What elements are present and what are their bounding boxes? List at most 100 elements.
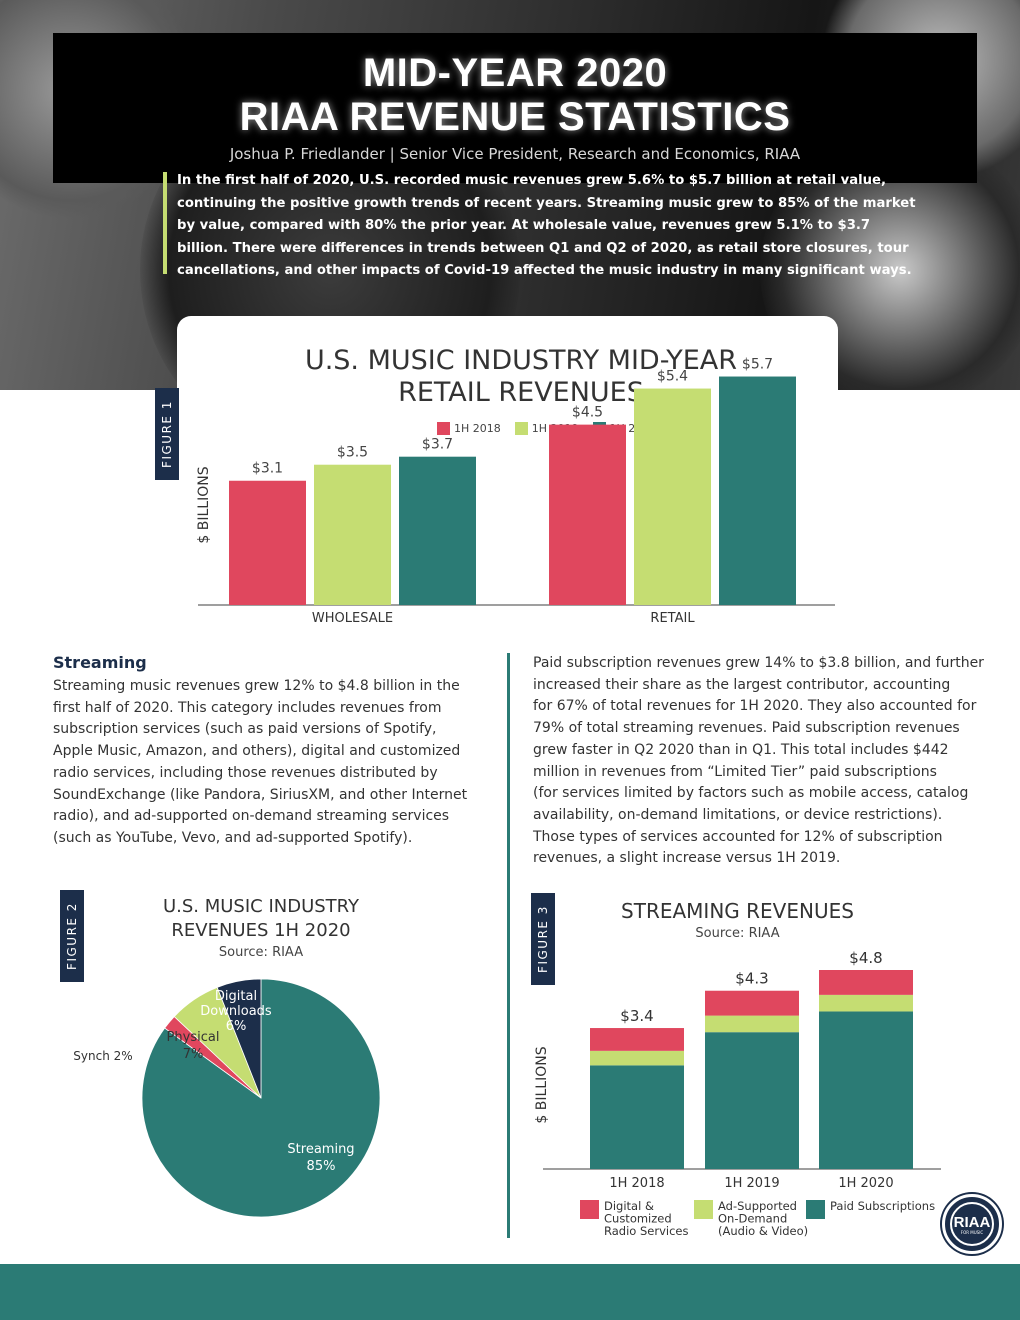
streaming-col2-line: (for services limited by factors such as… xyxy=(533,785,969,802)
figure2-source: Source: RIAA xyxy=(218,945,304,960)
streaming-col1-text: Streaming music revenues grew 12% to $4.… xyxy=(53,676,493,850)
figure1-category-label: RETAIL xyxy=(650,611,695,626)
figure1-bar-label: $5.4 xyxy=(657,369,688,385)
figure1-bar-label: $3.1 xyxy=(252,461,283,477)
figure3-legend-label: Ad-Supported xyxy=(718,1199,797,1213)
figure3-chart: $3.4 1H 2018 $4.3 1H 2019 $4.8 1H 2020 $ BILLI… xyxy=(534,949,941,1238)
streaming-col2-line: grew faster in Q2 2020 than in Q1. This … xyxy=(533,741,949,758)
figure2-label-streaming-pct: 85% xyxy=(307,1159,336,1174)
figure3-category-label: 1H 2020 xyxy=(838,1176,893,1191)
streaming-col2-line: availability, on-demand limitations, or … xyxy=(533,806,943,823)
figure2-label-streaming: Streaming xyxy=(287,1142,354,1157)
streaming-col2-line: for 67% of total revenues for 1H 2020. T… xyxy=(533,698,977,715)
figure3-total-label: $3.4 xyxy=(620,1007,653,1025)
page-title-line1: MID-YEAR 2020 xyxy=(362,51,668,95)
figure3-y-axis-label: $ BILLIONS xyxy=(534,1046,550,1123)
figure1-category-label: WHOLESALE xyxy=(312,611,393,626)
intro-accent-bar xyxy=(163,172,167,274)
streaming-col1-line: first half of 2020. This category includ… xyxy=(53,699,442,716)
streaming-col1-line: Streaming music revenues grew 12% to $4.… xyxy=(53,678,460,694)
figure1-bar xyxy=(549,424,626,605)
figure3-bar-segment xyxy=(590,1065,684,1169)
figure1-y-axis-label: $ BILLIONS xyxy=(196,466,212,543)
riaa-logo-tagline: FOR MUSIC xyxy=(960,1230,984,1235)
figure3-title: STREAMING REVENUES xyxy=(621,899,854,923)
figure2-label-physical: Physical xyxy=(167,1030,220,1045)
figure3-bar-segment xyxy=(819,994,913,1012)
figure2-title: U.S. MUSIC INDUSTRY REVENUES 1H 2020 xyxy=(120,895,402,943)
column-divider xyxy=(507,653,510,1238)
figure1-bar xyxy=(314,464,391,605)
legend-swatch-pink xyxy=(437,422,450,435)
figure2-chart: Streaming 85% Synch 2% Physical 7% DigitalDow… xyxy=(73,978,381,1218)
legend-label: 1H 2018 xyxy=(454,422,501,435)
figure3-bar-segment xyxy=(705,1032,799,1169)
figure3-tag: FIGURE 3 xyxy=(531,893,555,985)
figure1-tag: FIGURE 1 xyxy=(155,388,179,480)
streaming-col2-line: revenues, a slight increase versus 1H 20… xyxy=(533,850,841,867)
page-title-line2: RIAA REVENUE STATISTICS xyxy=(239,95,791,139)
figure3-bar-segment xyxy=(819,970,913,995)
streaming-heading: Streaming xyxy=(53,653,147,672)
streaming-col2-line: Paid subscription revenues grew 14% to $… xyxy=(533,655,984,671)
figure3-legend-label: Digital & xyxy=(604,1199,654,1213)
figure2-label-digital-1: Digital xyxy=(215,989,257,1004)
figure3-source: Source: RIAA xyxy=(695,926,780,941)
figure3-bar-segment xyxy=(590,1050,684,1066)
figure3-legend-label: Radio Services xyxy=(604,1224,688,1238)
streaming-col1-line: subscription services (such as paid vers… xyxy=(53,721,437,738)
figure3-bar-segment xyxy=(705,990,799,1016)
streaming-col2-line: Those types of services accounted for 12… xyxy=(533,828,943,845)
figure3-legend-label: On-Demand xyxy=(718,1212,787,1226)
figure2-slice xyxy=(216,978,262,1099)
figure2-label-digital-pct: 6% xyxy=(226,1019,247,1034)
streaming-col1-line: radio), and ad-supported on-demand strea… xyxy=(53,808,450,825)
figure3-legend-swatch xyxy=(580,1200,599,1219)
figure1-legend-item: 1H 2018 xyxy=(437,422,501,435)
streaming-col1-line: SoundExchange (like Pandora, SiriusXM, a… xyxy=(53,786,468,803)
streaming-col2-line: increased their share as the largest con… xyxy=(533,676,951,693)
figure2-label-digital-2: Downloads xyxy=(200,1004,272,1019)
riaa-logo: RIAA FOR MUSIC xyxy=(942,1194,1002,1254)
figure3-legend-label: Paid Subscriptions xyxy=(830,1199,935,1213)
figure1-bar xyxy=(719,376,796,605)
streaming-col2-line: million in revenues from “Limited Tier” … xyxy=(533,763,937,780)
figure3-category-label: 1H 2019 xyxy=(724,1176,779,1191)
figure1-bar xyxy=(634,388,711,605)
legend-swatch-green xyxy=(514,422,528,435)
figure2-label-synch: Synch 2% xyxy=(73,1049,132,1063)
figure1-bar-label: $3.5 xyxy=(337,445,368,461)
figure3-legend-label: Customized xyxy=(604,1212,672,1226)
author-byline: Joshua P. Friedlander | Senior Vice Pres… xyxy=(229,145,801,163)
figure3-bar-segment xyxy=(819,1011,913,1169)
figure1-bar xyxy=(229,480,306,605)
figure3-category-label: 1H 2018 xyxy=(609,1176,664,1191)
streaming-col1-line: radio services, including those revenues… xyxy=(53,764,438,781)
figure1-title: U.S. MUSIC INDUSTRY MID-YEAR RETAIL REVE… xyxy=(177,345,865,409)
figure2-title-line2: REVENUES 1H 2020 xyxy=(171,920,351,941)
streaming-col1-line: (such as YouTube, Vevo, and ad-supported… xyxy=(53,829,413,846)
riaa-logo-text: RIAA xyxy=(950,1202,994,1246)
figure2-title-line1: U.S. MUSIC INDUSTRY xyxy=(162,896,360,917)
streaming-col2-text: Paid subscription revenues grew 14% to $… xyxy=(533,653,984,870)
footer-band xyxy=(0,1264,1020,1320)
figure1-title-line1: U.S. MUSIC INDUSTRY MID-YEAR xyxy=(304,345,738,376)
figure1-bar-label: $4.5 xyxy=(572,405,603,421)
figure3-bar-segment xyxy=(705,1015,799,1033)
figure2-tag: FIGURE 2 xyxy=(60,890,84,982)
figure3-bar-segment xyxy=(590,1028,684,1051)
figure1-bar-label: $3.7 xyxy=(422,437,453,453)
streaming-col1-line: Apple Music, Amazon, and others), digita… xyxy=(53,743,461,760)
streaming-col2-line: 79% of total streaming revenues. Paid su… xyxy=(533,720,960,737)
figure3-legend-swatch xyxy=(806,1200,825,1219)
figure1-chart: $3.1 $3.5 $3.7 WHOLESALE $4.5 $5.4 $5.7 RETAIL $… xyxy=(196,357,835,626)
figure1-title-line2: RETAIL REVENUES xyxy=(398,377,644,408)
intro-paragraph: In the first half of 2020, U.S. recorded… xyxy=(177,173,916,278)
figure3-legend-swatch xyxy=(694,1200,713,1219)
figure3-total-label: $4.8 xyxy=(849,949,882,967)
figure2-label-physical-pct: 7% xyxy=(183,1047,204,1062)
figure3-legend-label: (Audio & Video) xyxy=(718,1224,808,1238)
figure1-bar-label: $5.7 xyxy=(742,357,773,373)
title-box: MID-YEAR 2020 RIAA REVENUE STATISTICS Jo… xyxy=(53,33,977,183)
figure3-total-label: $4.3 xyxy=(735,970,768,988)
